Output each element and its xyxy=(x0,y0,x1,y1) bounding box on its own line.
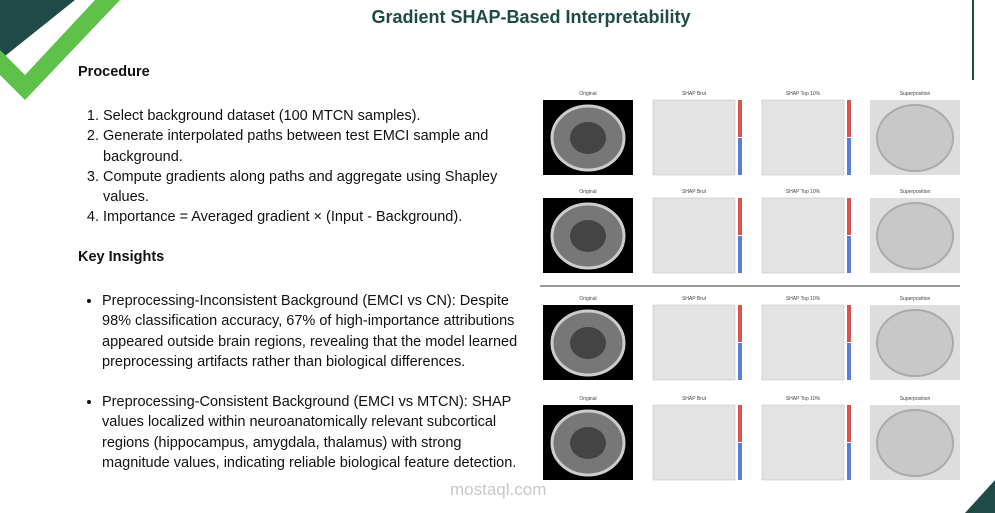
panel-label: SHAP Brut xyxy=(682,189,707,195)
shap-map xyxy=(652,404,736,481)
colorbar-red xyxy=(738,100,742,137)
panel-label: SHAP Top 10% xyxy=(786,296,821,302)
colorbar-blue xyxy=(738,443,742,480)
corner-decoration xyxy=(0,0,120,100)
colorbar-blue xyxy=(738,343,742,380)
list-item: Compute gradients along paths and aggreg… xyxy=(103,167,533,208)
panel-label: Superposition xyxy=(900,296,931,302)
shap-map xyxy=(761,404,845,481)
brain-overlay xyxy=(876,409,954,477)
panel-label: SHAP Top 10% xyxy=(786,189,821,195)
panel-label: Superposition xyxy=(900,91,931,97)
shap-figure: Original SHAP Brut SHAP Top 10% Superpositi… xyxy=(540,91,960,481)
colorbar-red xyxy=(738,305,742,342)
panel-label: Original xyxy=(579,189,596,195)
heading: Procedure xyxy=(78,64,150,80)
colorbar-red xyxy=(738,198,742,235)
panel-label: SHAP Brut xyxy=(682,296,707,302)
shap-map xyxy=(761,197,845,274)
panel-label: SHAP Top 10% xyxy=(786,396,821,402)
panel-label: Original xyxy=(579,296,596,302)
shap-map xyxy=(761,304,845,381)
heading: Key Insights xyxy=(78,249,165,265)
colorbar-blue xyxy=(847,236,851,273)
colorbar-red xyxy=(738,405,742,442)
panel-label: Original xyxy=(579,91,596,97)
colorbar-blue xyxy=(847,343,851,380)
panel-label: SHAP Top 10% xyxy=(786,91,821,97)
brain-inner xyxy=(570,122,606,154)
brain-inner xyxy=(570,327,606,359)
watermark: mostaql.com xyxy=(450,480,547,499)
colorbar-red xyxy=(847,305,851,342)
list-item: Preprocessing-Consistent Background (EMC… xyxy=(102,392,532,473)
shap-map xyxy=(652,99,736,176)
brain-inner xyxy=(570,220,606,252)
title: Gradient SHAP-Based Interpretability xyxy=(371,7,691,27)
shap-map xyxy=(652,197,736,274)
panel-label: Superposition xyxy=(900,189,931,195)
brain-overlay xyxy=(876,104,954,172)
brain-overlay xyxy=(876,202,954,270)
panel-label: Superposition xyxy=(900,396,931,402)
colorbar-red xyxy=(847,100,851,137)
shap-map xyxy=(652,304,736,381)
panel-label: SHAP Brut xyxy=(682,396,707,402)
brain-inner xyxy=(570,427,606,459)
panel-label: SHAP Brut xyxy=(682,91,707,97)
insight-list: Preprocessing-Inconsistent Background (E… xyxy=(86,291,532,493)
side-decoration xyxy=(965,0,995,513)
colorbar-red xyxy=(847,405,851,442)
colorbar-red xyxy=(847,198,851,235)
list-item: Importance = Averaged gradient × (Input … xyxy=(103,207,533,227)
colorbar-blue xyxy=(738,138,742,175)
step-list: Select background dataset (100 MTCN samp… xyxy=(88,106,533,228)
list-item: Select background dataset (100 MTCN samp… xyxy=(103,106,533,126)
list-item: Preprocessing-Inconsistent Background (E… xyxy=(102,291,532,372)
brain-overlay xyxy=(876,309,954,377)
colorbar-blue xyxy=(847,443,851,480)
colorbar-blue xyxy=(847,138,851,175)
shap-map xyxy=(761,99,845,176)
colorbar-blue xyxy=(738,236,742,273)
panel-label: Original xyxy=(579,396,596,402)
list-item: Generate interpolated paths between test… xyxy=(103,126,533,167)
